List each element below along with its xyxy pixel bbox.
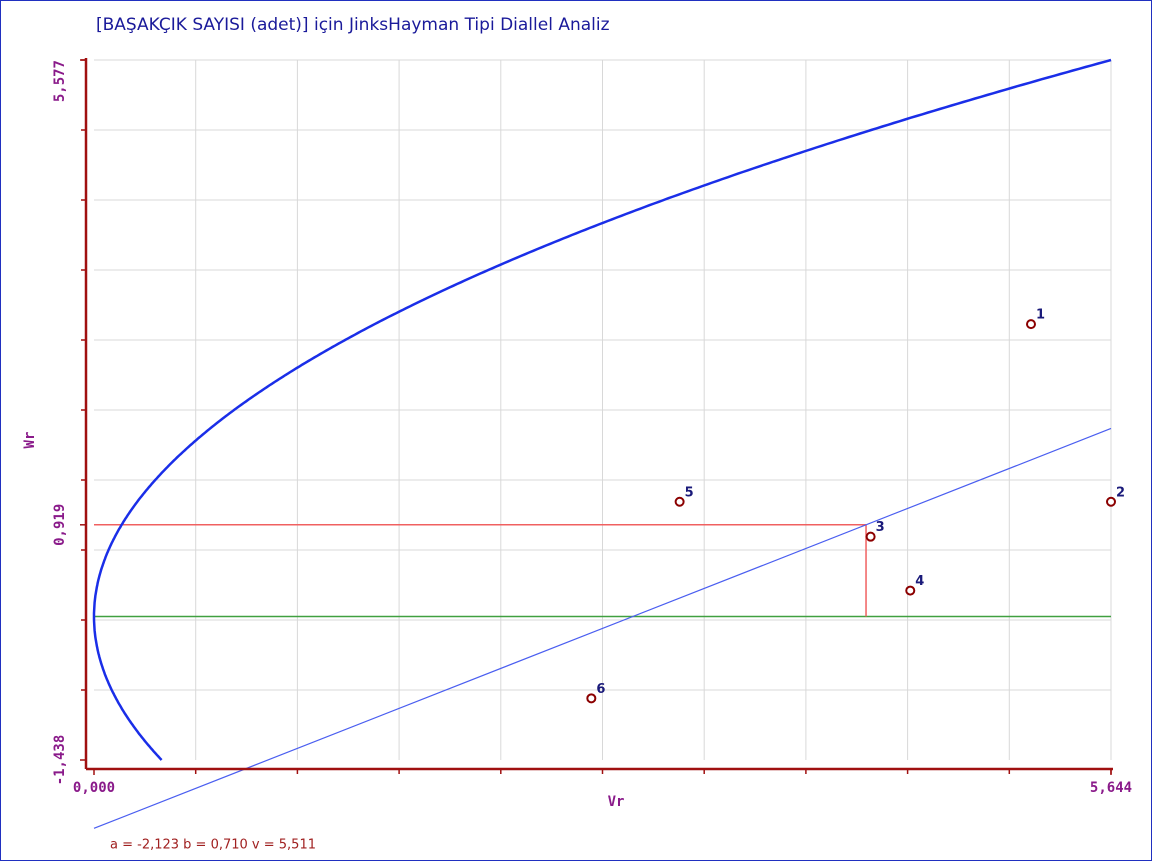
y-tick-label: 0,919 (52, 504, 68, 546)
chart-title: [BAŞAKÇIK SAYISI (adet)] için JinksHayma… (96, 15, 610, 35)
point-label: 2 (1116, 485, 1125, 500)
point-label: 6 (596, 682, 605, 697)
point-label: 3 (876, 520, 885, 535)
point-label: 1 (1036, 308, 1045, 323)
y-tick-label: 5,577 (52, 60, 68, 102)
point (905, 585, 916, 596)
point (865, 531, 876, 542)
x-tick-label: 5,644 (1090, 780, 1132, 796)
regression-line (93, 427, 1112, 829)
y-axis-label: Wr (22, 432, 38, 449)
limiting-parabola (92, 58, 1112, 761)
point (674, 496, 685, 507)
point (586, 693, 597, 704)
x-axis-label: Vr (608, 794, 625, 810)
x-tick-label: 0,000 (73, 780, 115, 796)
point-label: 5 (685, 485, 694, 500)
y-tick-label: -1,438 (52, 735, 68, 786)
point (1025, 319, 1036, 330)
regression-label: a = -2,123 b = 0,710 v = 5,511 (110, 838, 316, 853)
point (1106, 496, 1116, 507)
point-label: 4 (915, 574, 924, 589)
